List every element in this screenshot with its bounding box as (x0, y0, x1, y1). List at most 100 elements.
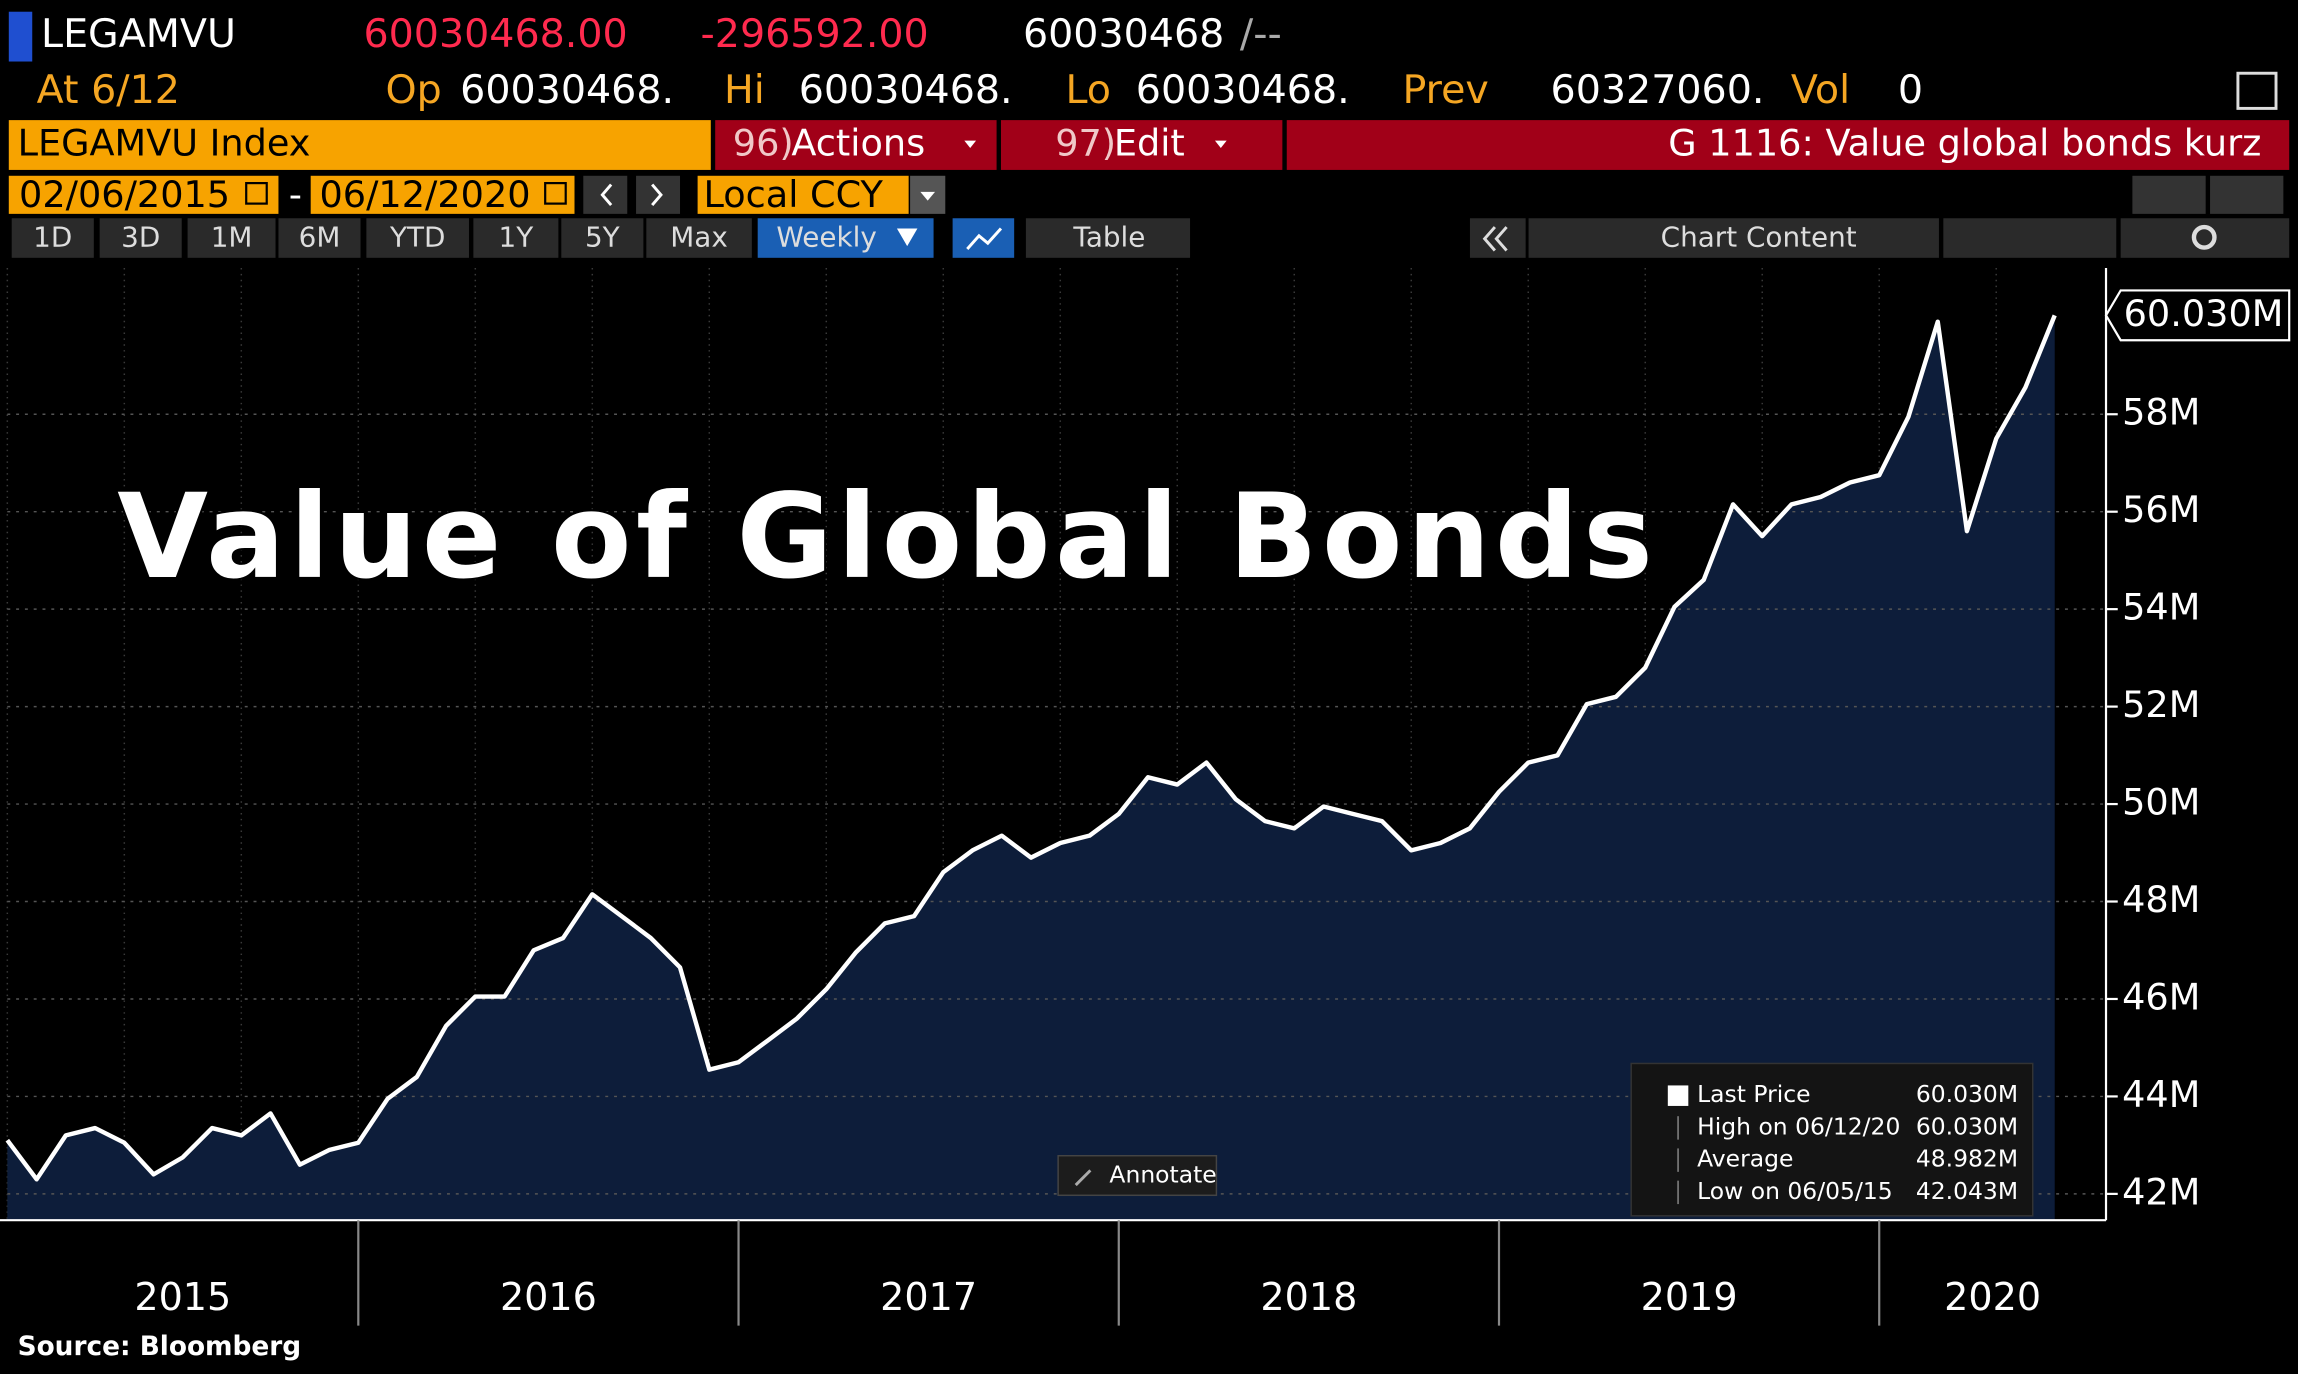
x-tick-label: 2016 (500, 1275, 597, 1319)
separator: /-- (1240, 11, 1282, 57)
legend-label: Low on 06/05/15 (1697, 1177, 1893, 1205)
x-tick-label: 2020 (1944, 1275, 2041, 1319)
last-price: 60030468.00 (363, 11, 627, 57)
table-button[interactable] (1025, 218, 1191, 258)
tab-label: 5Y (585, 221, 621, 254)
actions-button[interactable] (715, 120, 997, 170)
prev-label: Prev (1403, 67, 1489, 113)
price-line (5, 314, 2057, 1182)
y-tick-label: 46M (2122, 975, 2200, 1018)
legend-swatch (1667, 1085, 1689, 1106)
open: 60030468. (460, 67, 674, 113)
x-tick-label: 2019 (1641, 1275, 1738, 1319)
date-dash: - (289, 173, 302, 216)
arrow-right (651, 183, 663, 207)
legend-value: 42.043M (1916, 1177, 2018, 1205)
currency-box[interactable] (697, 175, 909, 214)
tab-bar: 1D 3D 1M 6M YTD 1Y 5Y Max Weekly (11, 218, 934, 258)
open-label: Op (385, 67, 441, 113)
volume-label: Vol (1791, 67, 1850, 113)
chart-content-button[interactable] (1528, 218, 1939, 258)
volume: 0 (1898, 67, 1923, 113)
tab-label: 3D (121, 221, 160, 254)
tab-button[interactable] (187, 218, 276, 258)
function: G 1116: Value global bonds kurz (1668, 122, 2261, 165)
undo[interactable] (2132, 175, 2206, 214)
tab-label: 1M (211, 221, 253, 254)
marker (8, 11, 33, 62)
next-button[interactable] (636, 175, 681, 214)
security-box[interactable] (8, 120, 711, 170)
tab-button[interactable] (561, 218, 644, 258)
y-tick-label: 44M (2122, 1073, 2200, 1116)
edit: Edit (1114, 122, 1185, 165)
calendar-icon[interactable] (544, 182, 567, 205)
area (7, 315, 2055, 1221)
change: -296592.00 (701, 11, 929, 57)
high-label: Hi (724, 67, 765, 113)
prev: 60327060. (1551, 67, 1765, 113)
end-date-box[interactable] (310, 175, 575, 214)
ticker: LEGAMVU (41, 11, 236, 57)
start-date-box[interactable] (8, 175, 279, 214)
dropdown-arrow (1214, 140, 1227, 148)
x-tick-label: 2015 (134, 1275, 231, 1319)
collapse-icon (1482, 226, 1508, 252)
tab-button[interactable] (99, 218, 182, 258)
x-tick-label: 2018 (1260, 1275, 1357, 1319)
high: 60030468. (799, 67, 1013, 113)
annotate: Annotate (1109, 1161, 1216, 1189)
chart-title: Value of Global Bonds (117, 468, 1657, 605)
tab-label: Weekly (776, 221, 876, 254)
line-icon (966, 227, 1003, 250)
y-tick-label: 58M (2122, 391, 2200, 434)
pencil-icon (1074, 1169, 1092, 1187)
dropdown-arrow (920, 191, 936, 201)
redo[interactable] (2210, 175, 2284, 214)
tab-button[interactable] (278, 218, 361, 258)
value: 60030468 (1023, 11, 1224, 57)
actions-num: 96) (733, 122, 794, 165)
start-date: 02/06/2015 (19, 173, 230, 216)
tab-button[interactable] (366, 218, 469, 258)
edit-num: 97) (1055, 122, 1116, 165)
tab-label: Max (670, 221, 728, 254)
security: LEGAMVU Index (18, 122, 311, 165)
actions: Actions (791, 122, 925, 165)
currency: Local CCY (703, 173, 883, 216)
calendar-icon[interactable] (245, 182, 268, 205)
legend-value: 48.982M (1916, 1145, 2018, 1173)
y-tick-label: 42M (2122, 1170, 2200, 1213)
as-of: At 6/12 (37, 67, 180, 113)
chart-content: Chart Content (1661, 221, 1857, 254)
arrow-left (600, 183, 613, 207)
end-date: 06/12/2020 (319, 173, 530, 216)
tab-label: YTD (389, 221, 445, 254)
last-price-label: 60.030M (2124, 292, 2284, 335)
chart: 42M 44M 46M 48M 50M 52M 54M 56M 58M 2015 2016 2017 2… (0, 268, 2291, 1326)
gear-icon (2191, 224, 2217, 250)
tab-label: 6M (299, 221, 341, 254)
tab-button[interactable] (473, 218, 559, 258)
legend-label: Last Price (1697, 1080, 1810, 1108)
edit-chart-button[interactable] (1943, 218, 2117, 258)
legend-value: 60.030M (1916, 1112, 2018, 1140)
popout-icon[interactable] (2236, 71, 2278, 110)
tab-label: 1D (33, 221, 72, 254)
tab-button[interactable] (11, 218, 94, 258)
y-tick-label: 50M (2122, 781, 2200, 824)
prev-button[interactable] (583, 175, 628, 214)
y-tick-label: 48M (2122, 878, 2200, 921)
dropdown-arrow (896, 228, 918, 247)
tab-button[interactable] (646, 218, 752, 258)
dropdown-arrow (964, 140, 977, 148)
settings-button[interactable] (2120, 218, 2290, 258)
table-tab: Table (1072, 221, 1145, 254)
edit-button[interactable] (1000, 120, 1283, 170)
x-tick-label: 2017 (880, 1275, 977, 1319)
legend-box (1630, 1062, 2034, 1217)
legend-label: Average (1697, 1145, 1793, 1173)
y-tick-label: 54M (2122, 586, 2200, 629)
low-label: Lo (1065, 67, 1111, 113)
